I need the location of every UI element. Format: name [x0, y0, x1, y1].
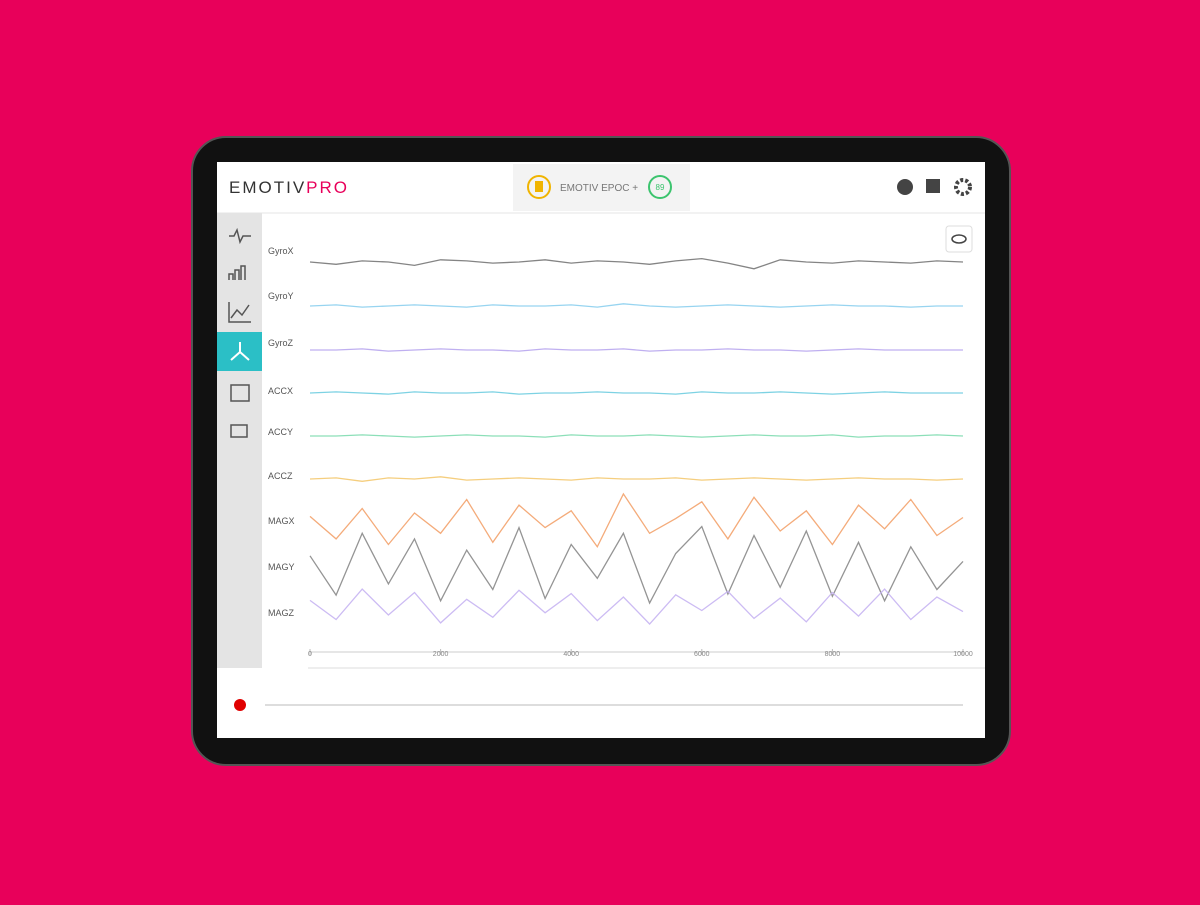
signal-trace [309, 391, 963, 395]
logo-accent: PRO [306, 178, 349, 197]
help-icon[interactable] [897, 179, 913, 195]
x-tick-label: 10000 [953, 651, 973, 658]
eye-icon [951, 234, 967, 244]
flag-icon[interactable] [926, 179, 940, 193]
nav-metrics[interactable] [228, 302, 251, 323]
channel-label: MAGY [268, 562, 295, 572]
visibility-button[interactable] [945, 225, 973, 253]
channel-label: GyroZ [268, 338, 294, 348]
x-tick-label: 0 [308, 651, 312, 658]
signal-trace [309, 492, 964, 549]
nav-bands[interactable] [228, 265, 246, 280]
signal-value: 89 [656, 183, 665, 192]
settings-icon[interactable] [954, 178, 972, 196]
channel-label: GyroY [268, 291, 294, 301]
signal-trace [309, 588, 964, 625]
x-tick-label: 2000 [433, 651, 449, 658]
signal-badge [648, 175, 672, 199]
app-screen [217, 162, 985, 738]
channel-label: ACCX [268, 386, 293, 396]
record-button[interactable] [234, 699, 246, 711]
signal-trace [310, 348, 963, 352]
channel-label: MAGX [268, 516, 295, 526]
channel-label: GyroX [268, 246, 294, 256]
channel-label: MAGZ [268, 608, 295, 618]
battery-level [535, 181, 543, 192]
signal-trace [309, 257, 964, 270]
logo-main: EMOTIV [229, 178, 306, 197]
nav-motion-icon [230, 342, 250, 361]
x-tick-label: 8000 [825, 651, 841, 658]
channel-label: ACCY [268, 427, 293, 437]
battery-icon [527, 175, 551, 199]
signal-trace [310, 434, 964, 438]
nav-devices[interactable] [230, 424, 248, 438]
signal-trace [309, 303, 963, 308]
nav-recordings[interactable] [230, 384, 250, 402]
channel-label: ACCZ [268, 471, 293, 481]
signal-trace [309, 476, 964, 482]
nav-raw[interactable] [229, 227, 251, 245]
x-tick-label: 6000 [694, 651, 710, 658]
device-name: EMOTIV EPOC + [560, 183, 638, 194]
signal-trace [309, 525, 964, 605]
logo: EMOTIVPRO [229, 178, 349, 197]
x-tick-label: 4000 [563, 651, 579, 658]
sidebar [217, 213, 262, 668]
